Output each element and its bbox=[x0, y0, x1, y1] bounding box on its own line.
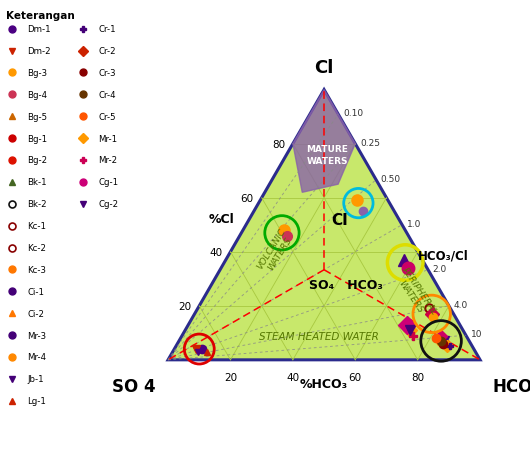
Text: 4.0: 4.0 bbox=[454, 300, 468, 309]
Text: 20: 20 bbox=[178, 301, 191, 311]
Text: Bg-5: Bg-5 bbox=[27, 112, 47, 121]
Text: Cr-2: Cr-2 bbox=[98, 47, 116, 56]
Text: 40: 40 bbox=[286, 372, 299, 382]
Text: 60: 60 bbox=[349, 372, 362, 382]
Text: 0.25: 0.25 bbox=[360, 138, 380, 147]
Text: VOLCANIC
WATERS: VOLCANIC WATERS bbox=[255, 226, 296, 276]
Text: Cr-4: Cr-4 bbox=[98, 91, 116, 100]
Text: Kc-2: Kc-2 bbox=[27, 243, 46, 253]
Text: SO₄   HCO₃: SO₄ HCO₃ bbox=[309, 278, 383, 291]
Text: Kc-1: Kc-1 bbox=[27, 222, 46, 231]
Text: Jb-1: Jb-1 bbox=[27, 374, 44, 384]
Text: Cr-5: Cr-5 bbox=[98, 112, 116, 121]
Text: Bg-4: Bg-4 bbox=[27, 91, 47, 100]
Text: Mr-3: Mr-3 bbox=[27, 331, 46, 340]
Text: Lg-1: Lg-1 bbox=[27, 396, 46, 405]
Text: Cr-3: Cr-3 bbox=[98, 69, 116, 78]
Polygon shape bbox=[168, 91, 480, 360]
Text: %HCO₃: %HCO₃ bbox=[300, 377, 348, 390]
Text: HCO₃: HCO₃ bbox=[492, 377, 530, 395]
Text: HCO₃/Cl: HCO₃/Cl bbox=[418, 248, 469, 262]
Text: 1.0: 1.0 bbox=[407, 219, 421, 228]
Text: %Cl: %Cl bbox=[208, 212, 234, 226]
Text: Dm-2: Dm-2 bbox=[27, 47, 51, 56]
Text: Keterangan: Keterangan bbox=[6, 11, 75, 21]
Text: MATURE
WATERS: MATURE WATERS bbox=[306, 145, 348, 165]
Text: Bg-3: Bg-3 bbox=[27, 69, 47, 78]
Text: Bk-1: Bk-1 bbox=[27, 178, 47, 187]
Text: 0.50: 0.50 bbox=[381, 174, 401, 183]
Text: Cl: Cl bbox=[314, 58, 334, 76]
Text: CI: CI bbox=[331, 212, 348, 228]
Text: Cg-1: Cg-1 bbox=[98, 178, 118, 187]
Text: 20: 20 bbox=[224, 372, 237, 382]
Text: Ci-1: Ci-1 bbox=[27, 287, 44, 296]
Text: Ci-2: Ci-2 bbox=[27, 309, 44, 318]
Text: Mr-4: Mr-4 bbox=[27, 353, 46, 362]
Text: Cr-1: Cr-1 bbox=[98, 25, 116, 34]
Text: STEAM HEATED WATER: STEAM HEATED WATER bbox=[260, 331, 379, 341]
Text: SO 4: SO 4 bbox=[112, 377, 156, 395]
Text: 0.10: 0.10 bbox=[343, 109, 363, 118]
Text: 2.0: 2.0 bbox=[433, 264, 447, 273]
Text: Kc-3: Kc-3 bbox=[27, 265, 46, 274]
Polygon shape bbox=[293, 91, 355, 193]
Text: Mr-1: Mr-1 bbox=[98, 134, 117, 143]
Text: 80: 80 bbox=[272, 139, 285, 149]
Text: Mr-2: Mr-2 bbox=[98, 156, 117, 165]
Text: 10: 10 bbox=[471, 329, 482, 339]
Text: Bg-1: Bg-1 bbox=[27, 134, 47, 143]
Text: Bk-2: Bk-2 bbox=[27, 200, 47, 209]
Text: 40: 40 bbox=[209, 247, 223, 257]
Text: Dm-1: Dm-1 bbox=[27, 25, 51, 34]
Text: 60: 60 bbox=[241, 193, 254, 203]
Text: 80: 80 bbox=[411, 372, 424, 382]
Text: Cg-2: Cg-2 bbox=[98, 200, 118, 209]
Text: PERIPHERAL
WATERS: PERIPHERAL WATERS bbox=[391, 266, 438, 322]
Text: Bg-2: Bg-2 bbox=[27, 156, 47, 165]
